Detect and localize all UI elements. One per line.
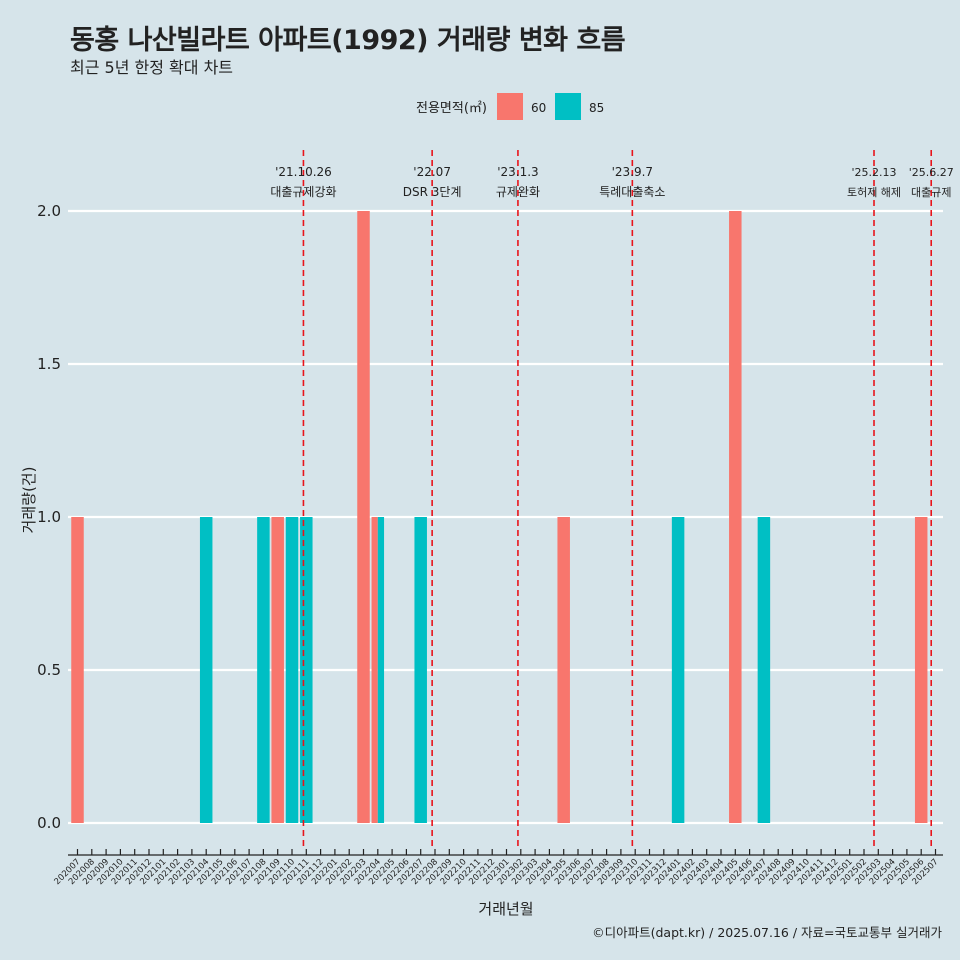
bar-60-202305 [557, 517, 570, 823]
event-name-label: 특례대출축소 [599, 185, 665, 199]
chart-title: 동홍 나산빌라트 아파트(1992) 거래량 변화 흐름 [70, 25, 626, 56]
bar-85-202111 [300, 517, 313, 823]
y-tick-label: 0.5 [37, 661, 61, 679]
x-axis-title: 거래년월 [478, 900, 533, 918]
bar-85-202407 [757, 517, 771, 823]
bar-85-202104 [199, 517, 213, 823]
legend: 전용면적(㎡) 60 85 [416, 93, 604, 120]
y-tick-label: 0.0 [37, 814, 61, 832]
event-name-label: DSR 3단계 [403, 185, 462, 199]
legend-label-85: 85 [589, 101, 604, 115]
bar-60-202204 [371, 517, 378, 823]
source-caption: ©디아파트(dapt.kr) / 2025.07.16 / 자료=국토교통부 실… [592, 925, 942, 940]
bar-85-202401 [671, 517, 685, 823]
bar-60-202405 [729, 211, 742, 823]
y-tick-label: 1.5 [37, 355, 61, 373]
event-name-label: 규제완화 [496, 185, 540, 199]
bar-85-202204 [377, 517, 385, 823]
event-date-label: '25.2.13 [852, 166, 897, 179]
legend-swatch-60 [497, 93, 523, 120]
event-date-label: '22.07 [413, 165, 451, 179]
event-date-label: '23.1.3 [497, 165, 538, 179]
bar-85-202110 [285, 517, 299, 823]
event-name-label: 토허제 해제 [847, 185, 901, 199]
event-name-label: 대출규제 [911, 186, 951, 199]
y-axis-title: 거래량(건) [20, 467, 38, 534]
legend-swatch-85 [555, 93, 581, 120]
legend-label-60: 60 [531, 101, 546, 115]
chart-subtitle: 최근 5년 한정 확대 차트 [70, 58, 234, 77]
bar-60-202203 [357, 211, 370, 823]
bar-60-202109 [271, 517, 284, 823]
event-date-label: '25.6.27 [909, 166, 954, 179]
event-date-label: '23.9.7 [612, 165, 653, 179]
bar-60-202007 [71, 517, 84, 823]
event-name-label: 대출규제강화 [270, 185, 336, 199]
bar-85-202207 [414, 517, 427, 823]
bar-60-202506 [914, 517, 928, 823]
y-tick-label: 1.0 [37, 508, 61, 526]
legend-title: 전용면적(㎡) [416, 101, 487, 116]
y-tick-label: 2.0 [37, 202, 61, 220]
event-date-label: '21.10.26 [275, 165, 332, 179]
bar-85-202108 [257, 517, 270, 823]
